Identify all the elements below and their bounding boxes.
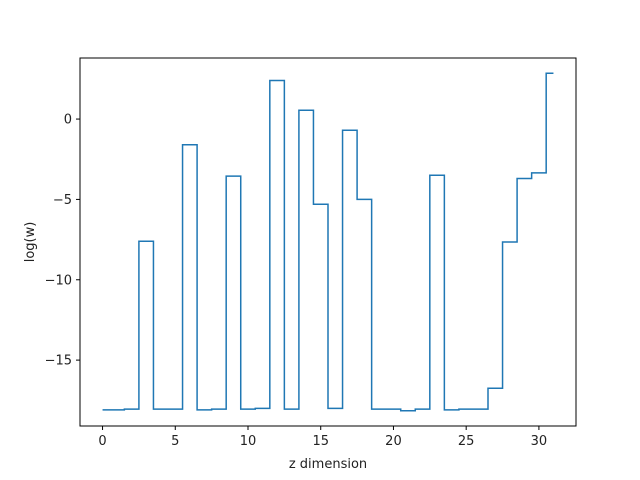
y-tick-label: −5	[53, 193, 72, 208]
x-tick-label: 15	[312, 434, 329, 449]
y-tick-label: −10	[45, 273, 72, 288]
axes-frame	[79, 57, 577, 427]
x-tick-label: 25	[458, 434, 475, 449]
y-tick-label: −15	[45, 354, 72, 369]
x-axis-ticks: 0 5 10 15 20 25 30	[98, 426, 547, 449]
y-axis-ticks: −15 −10 −5 0	[45, 113, 80, 369]
y-tick-label: 0	[64, 113, 72, 128]
series-line-0	[102, 72, 554, 412]
x-axis-label: z dimension	[289, 457, 367, 472]
x-tick-label: 30	[531, 434, 548, 449]
x-tick-label: 10	[240, 434, 257, 449]
x-tick-label: 20	[385, 434, 402, 449]
y-axis-label: log(w)	[23, 222, 38, 263]
plot-area	[102, 72, 554, 412]
x-tick-label: 0	[98, 434, 106, 449]
x-tick-label: 5	[171, 434, 179, 449]
